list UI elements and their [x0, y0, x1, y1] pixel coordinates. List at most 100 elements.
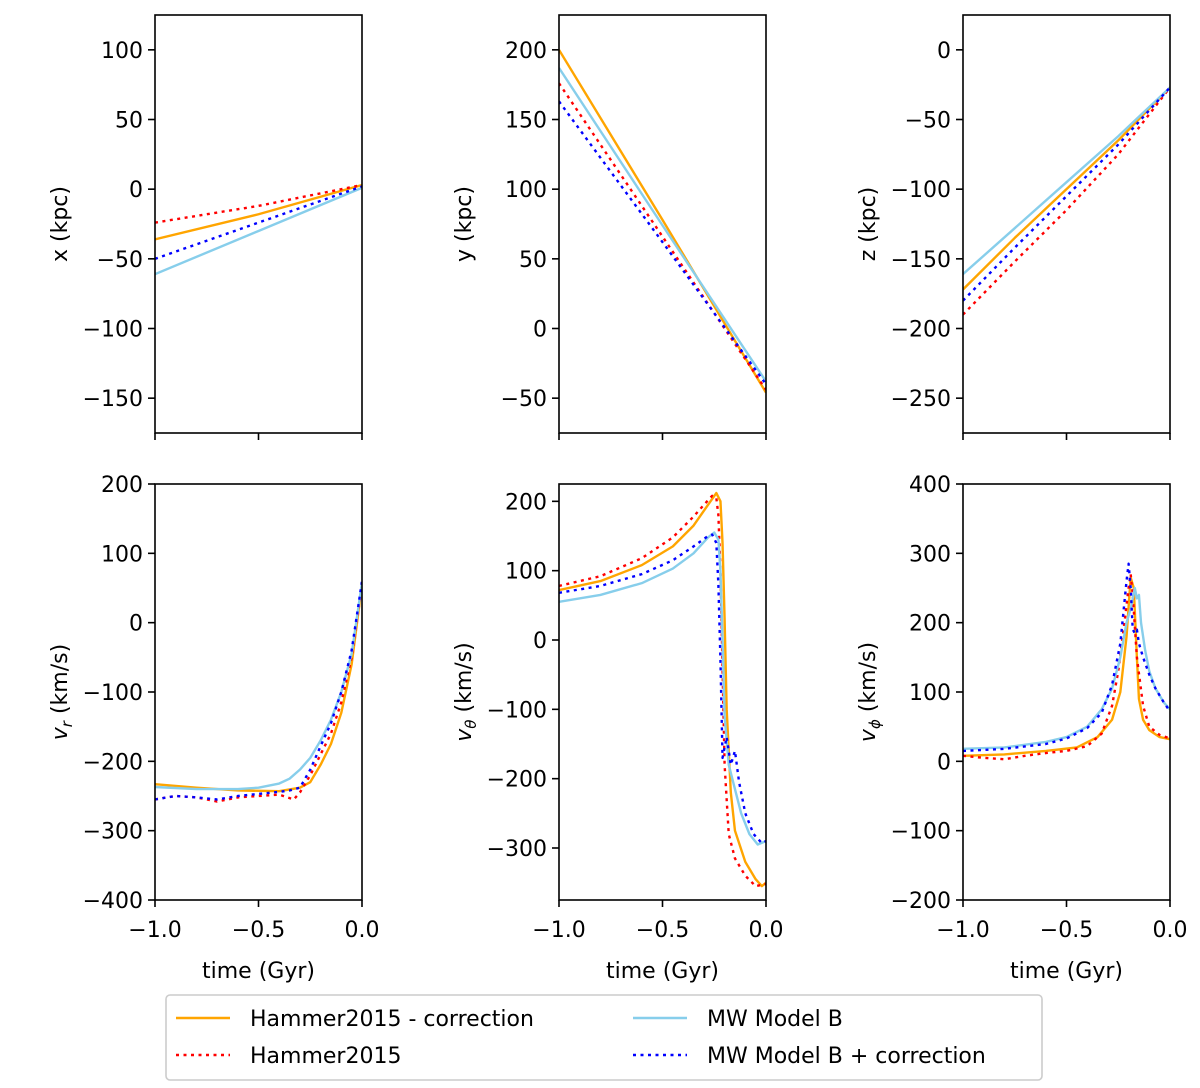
legend-label: Hammer2015: [250, 1044, 401, 1069]
y-tick-label: 200: [505, 39, 547, 64]
y-tick-label: 0: [533, 318, 547, 343]
y-tick-label: −50: [501, 387, 547, 412]
series-line-hammer2015: [155, 183, 362, 224]
series-line-hammer2015-correction: [963, 576, 1170, 757]
series-line-mw-model-b: [559, 67, 766, 383]
series-line-hammer2015-correction: [559, 491, 766, 888]
series-line-mw-model-b-correction: [155, 185, 362, 260]
subplot-v_theta: 200 100 0 −100 −200 −300 −1.0 −0.5 0.0 vθ (km/s) t…: [452, 483, 784, 984]
legend-box: [165, 994, 1043, 1081]
y-tick-label: 0: [533, 629, 547, 654]
y-tick-label: 300: [909, 542, 951, 567]
series-line-mw-model-b: [963, 586, 1170, 751]
series-line-mw-model-b-correction: [559, 100, 766, 385]
y-axis-label: vϕ (km/s): [856, 642, 884, 742]
series-line-hammer2015-correction: [155, 584, 362, 793]
y-tick-label: 150: [505, 109, 547, 134]
axes-frame: [962, 14, 1171, 434]
x-tick-label: −1.0: [128, 918, 181, 943]
panels: 100 50 0 −50 −100 −150 x (kpc) 200 150 100 50 0 −50 y…: [48, 14, 1188, 984]
y-tick-label: −150: [83, 387, 143, 412]
series-line-hammer2015-correction: [155, 183, 362, 241]
y-tick-label: −50: [905, 109, 951, 134]
legend-item: MW Model B + correction: [633, 1044, 986, 1069]
y-tick-label: 100: [505, 178, 547, 203]
series-line-mw-model-b: [963, 86, 1170, 276]
x-tick-label: 0.0: [345, 918, 380, 943]
x-tick-label: −0.5: [232, 918, 285, 943]
y-tick-label: 0: [937, 750, 951, 775]
y-tick-label: −100: [83, 318, 143, 343]
legend: Hammer2015 - correction Hammer2015 MW Mode…: [165, 994, 1043, 1081]
series-line-hammer2015: [963, 86, 1170, 316]
y-tick-label: 200: [505, 490, 547, 515]
axes-frame: [154, 14, 363, 434]
y-tick-label: 0: [129, 178, 143, 203]
series-line-hammer2015: [559, 494, 766, 888]
y-tick-label: −400: [83, 889, 143, 914]
y-tick-label: −200: [891, 889, 951, 914]
x-axis-label: time (Gyr): [202, 959, 315, 984]
y-tick-label: −100: [83, 681, 143, 706]
series-line-hammer2015-correction: [963, 86, 1170, 291]
y-axis-label: z (kpc): [856, 187, 881, 262]
x-axis-label: time (Gyr): [1010, 959, 1123, 984]
series-line-mw-model-b-correction: [559, 533, 766, 845]
y-tick-label: −100: [891, 820, 951, 845]
subplot-z: 0 −50 −100 −150 −200 −250 z (kpc): [856, 14, 1171, 440]
y-tick-label: −100: [891, 178, 951, 203]
legend-item: Hammer2015 - correction: [176, 1007, 534, 1032]
x-axis-label: time (Gyr): [606, 959, 719, 984]
y-tick-label: 100: [101, 39, 143, 64]
legend-label: MW Model B: [707, 1007, 843, 1032]
y-tick-label: −100: [487, 698, 547, 723]
y-tick-label: 0: [937, 39, 951, 64]
y-tick-label: 200: [909, 612, 951, 637]
y-tick-label: −200: [891, 318, 951, 343]
x-tick-label: −1.0: [936, 918, 989, 943]
y-tick-label: −300: [83, 820, 143, 845]
series-line-mw-model-b: [155, 582, 362, 791]
y-tick-label: 400: [909, 473, 951, 498]
y-axis-label: vθ (km/s): [452, 642, 480, 741]
y-tick-label: 0: [129, 612, 143, 637]
y-tick-label: −200: [487, 768, 547, 793]
y-tick-label: 100: [101, 542, 143, 567]
y-tick-label: 50: [115, 109, 143, 134]
series-line-mw-model-b: [559, 531, 766, 846]
y-tick-label: 100: [505, 560, 547, 585]
series-line-hammer2015: [155, 584, 362, 803]
axes-frame: [558, 483, 767, 901]
y-tick-label: 50: [519, 248, 547, 273]
series-line-hammer2015: [559, 82, 766, 391]
series-line-mw-model-b-correction: [155, 580, 362, 801]
y-tick-label: −250: [891, 387, 951, 412]
y-tick-label: 200: [101, 473, 143, 498]
y-tick-label: −150: [891, 248, 951, 273]
y-axis-label: vr (km/s): [48, 644, 76, 740]
y-tick-label: −300: [487, 837, 547, 862]
legend-item: Hammer2015: [176, 1044, 401, 1069]
subplot-x: 100 50 0 −50 −100 −150 x (kpc): [48, 14, 363, 440]
x-tick-label: 0.0: [1153, 918, 1188, 943]
y-tick-label: −200: [83, 750, 143, 775]
x-tick-label: −1.0: [532, 918, 585, 943]
axes-frame: [154, 483, 363, 901]
subplot-v_r: 200 100 0 −100 −200 −300 −400 −1.0 −0.5 0.0 vr (km…: [48, 473, 380, 984]
x-tick-label: 0.0: [749, 918, 784, 943]
y-tick-label: −50: [97, 248, 143, 273]
series-line-mw-model-b-correction: [963, 562, 1170, 753]
series-line-mw-model-b: [155, 186, 362, 276]
y-axis-label: y (kpc): [452, 186, 477, 262]
legend-label: MW Model B + correction: [707, 1044, 986, 1069]
subplot-v_phi: 400 300 200 100 0 −100 −200 −1.0 −0.5 0.0 vϕ (km/s…: [856, 473, 1188, 984]
legend-item: MW Model B: [633, 1007, 843, 1032]
legend-label: Hammer2015 - correction: [250, 1007, 534, 1032]
series-line-hammer2015: [963, 572, 1170, 761]
series-line-hammer2015-correction: [559, 49, 766, 394]
x-tick-label: −0.5: [1040, 918, 1093, 943]
subplot-y: 200 150 100 50 0 −50 y (kpc): [452, 14, 767, 440]
y-axis-label: x (kpc): [48, 186, 73, 262]
y-tick-label: 100: [909, 681, 951, 706]
